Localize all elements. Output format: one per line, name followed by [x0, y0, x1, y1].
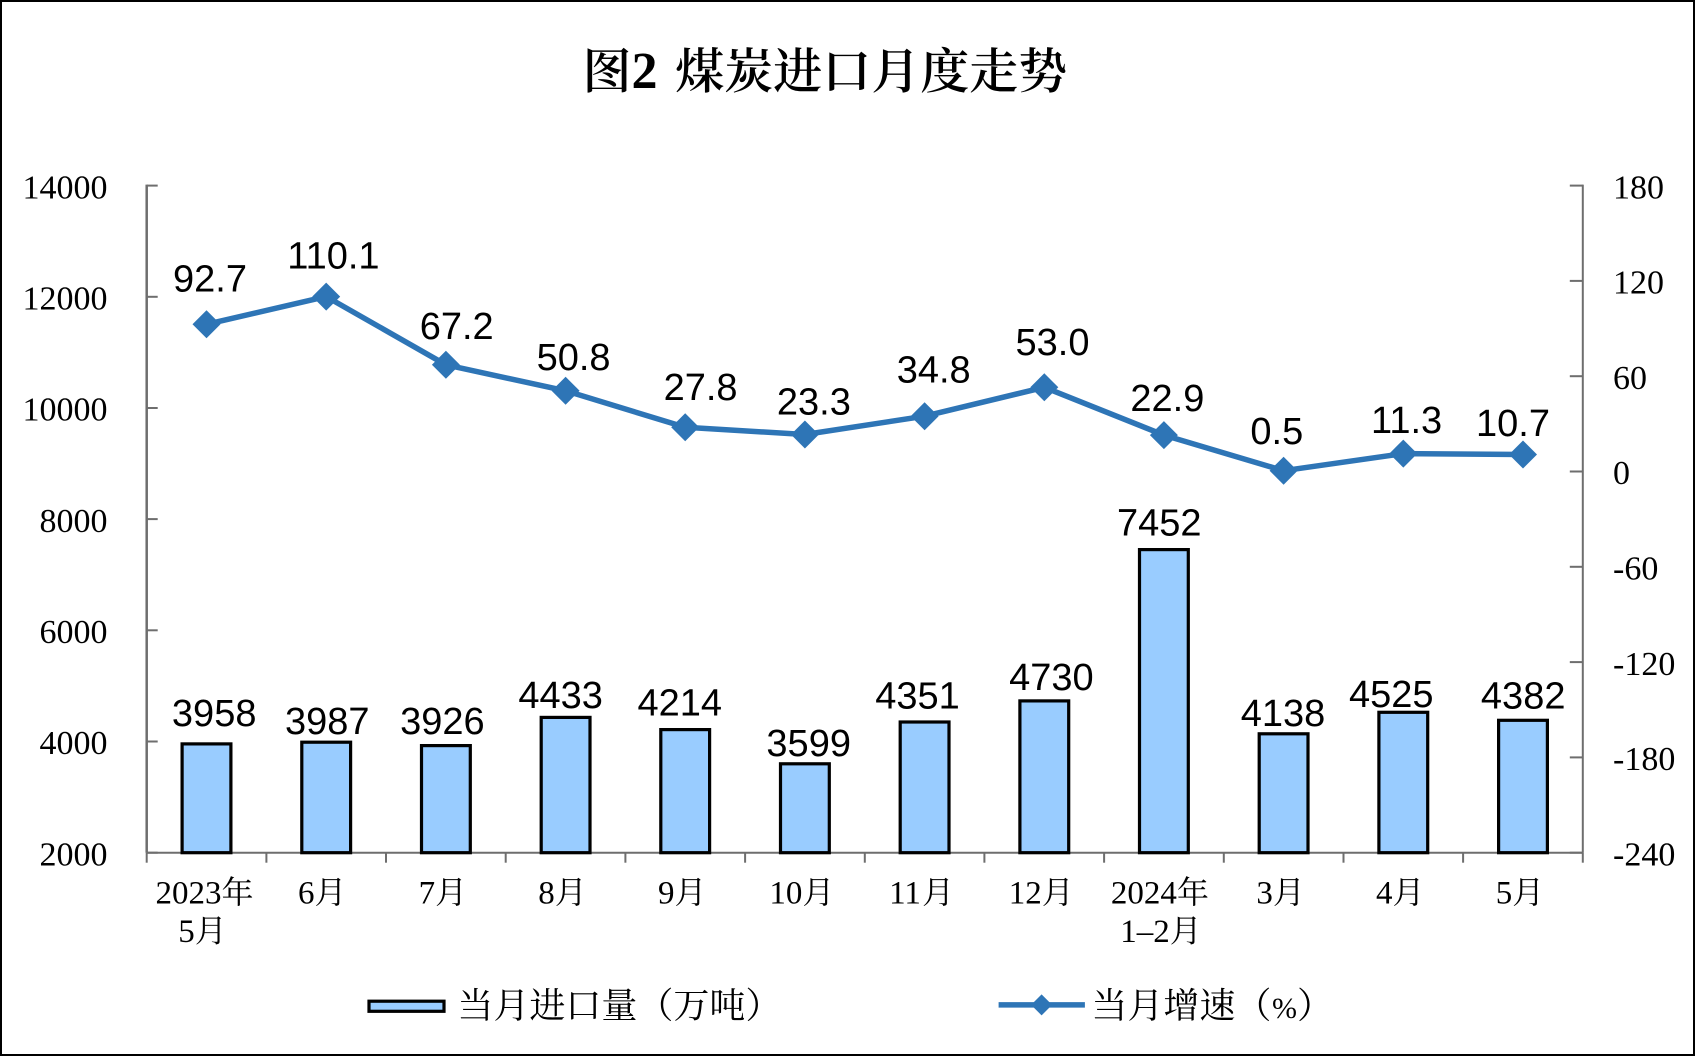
svg-text:27.8: 27.8 — [664, 367, 738, 409]
svg-text:5: 5 — [1496, 876, 1513, 912]
svg-text:3958: 3958 — [172, 693, 257, 735]
svg-text:3987: 3987 — [285, 701, 370, 743]
svg-text:3926: 3926 — [400, 701, 485, 743]
svg-text:-120: -120 — [1613, 646, 1675, 683]
svg-text:14000: 14000 — [23, 169, 108, 206]
svg-text:92.7: 92.7 — [173, 258, 247, 300]
svg-text:4351: 4351 — [875, 676, 960, 718]
svg-text:-180: -180 — [1613, 741, 1675, 778]
svg-text:10.7: 10.7 — [1476, 403, 1550, 445]
svg-text:180: 180 — [1613, 169, 1664, 206]
svg-text:4433: 4433 — [518, 675, 603, 717]
svg-text:110.1: 110.1 — [287, 236, 379, 278]
svg-text:2: 2 — [632, 43, 658, 100]
svg-text:4214: 4214 — [638, 683, 723, 725]
svg-text:4000: 4000 — [40, 725, 108, 762]
svg-text:11: 11 — [889, 876, 921, 912]
svg-text:12000: 12000 — [23, 281, 108, 318]
svg-text:6000: 6000 — [40, 614, 108, 651]
svg-text:5: 5 — [178, 914, 195, 950]
svg-text:50.8: 50.8 — [537, 337, 611, 379]
svg-text:60: 60 — [1613, 360, 1647, 397]
svg-text:0: 0 — [1613, 455, 1630, 492]
svg-text:4138: 4138 — [1241, 693, 1326, 735]
svg-text:0.5: 0.5 — [1250, 411, 1303, 453]
svg-text:4382: 4382 — [1481, 676, 1566, 718]
svg-text:2024: 2024 — [1111, 876, 1177, 912]
svg-text:8000: 8000 — [40, 503, 108, 540]
svg-text:12: 12 — [1009, 876, 1042, 912]
svg-text:8: 8 — [538, 876, 555, 912]
svg-text:2000: 2000 — [40, 836, 108, 873]
svg-text:7452: 7452 — [1117, 503, 1202, 545]
svg-text:4730: 4730 — [1009, 657, 1094, 699]
svg-text:-240: -240 — [1613, 836, 1675, 873]
svg-text:9: 9 — [658, 876, 675, 912]
svg-text:10: 10 — [769, 876, 802, 912]
svg-text:%: % — [1272, 992, 1297, 1025]
svg-text:53.0: 53.0 — [1016, 322, 1090, 364]
svg-text:10000: 10000 — [23, 392, 108, 429]
svg-text:67.2: 67.2 — [420, 306, 494, 348]
svg-text:120: 120 — [1613, 265, 1664, 302]
svg-text:34.8: 34.8 — [897, 350, 971, 392]
svg-text:22.9: 22.9 — [1130, 378, 1204, 420]
svg-text:11.3: 11.3 — [1371, 400, 1442, 442]
svg-text:23.3: 23.3 — [777, 382, 851, 424]
svg-text:4525: 4525 — [1349, 674, 1434, 716]
svg-text:1–2: 1–2 — [1120, 914, 1170, 950]
svg-text:-60: -60 — [1613, 551, 1658, 588]
svg-text:3599: 3599 — [766, 723, 851, 765]
svg-text:2023: 2023 — [156, 876, 222, 912]
svg-text:6: 6 — [298, 876, 315, 912]
svg-text:7: 7 — [419, 876, 436, 912]
svg-text:4: 4 — [1376, 876, 1393, 912]
svg-text:3: 3 — [1256, 876, 1273, 912]
